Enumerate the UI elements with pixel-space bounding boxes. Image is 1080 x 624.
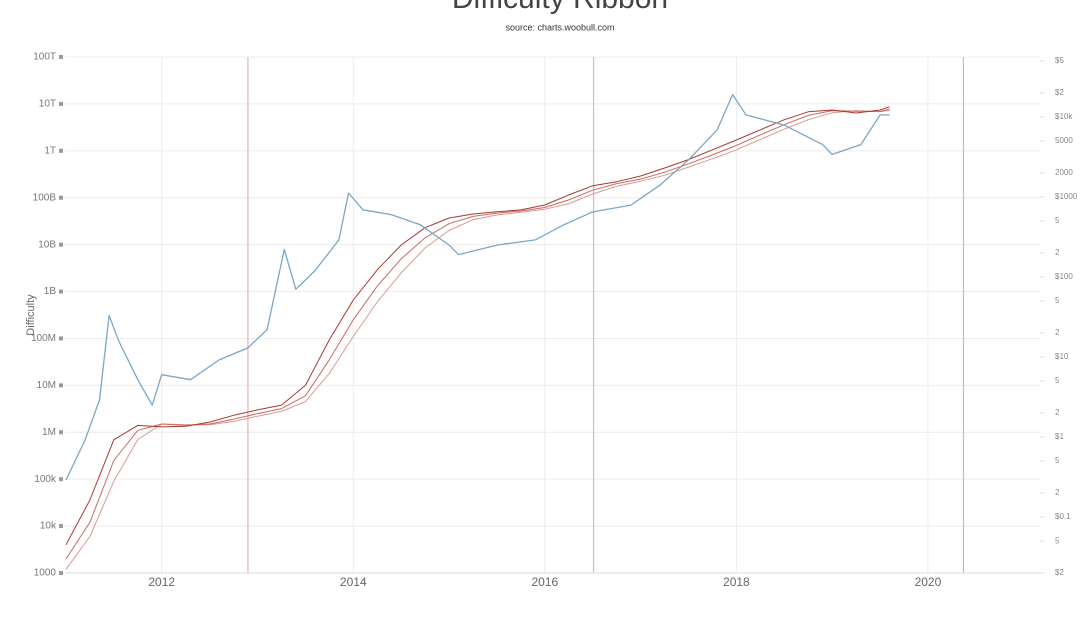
y-tick-label: 1M [42, 427, 56, 438]
x-tick-label: 2020 [915, 575, 942, 589]
y-tick-mark [59, 242, 63, 247]
ribbon-line [65, 109, 890, 570]
y-tick-label: 10T [39, 99, 56, 110]
y2-tick-label: $1000 [1055, 192, 1078, 201]
y2-tick-label: 2 [1055, 328, 1060, 337]
ribbon-line [65, 106, 890, 546]
y-tick-label: 100T [33, 52, 56, 63]
y-tick-mark [59, 524, 63, 529]
y-tick-mark [59, 430, 63, 435]
y2-tick-label: 2 [1055, 408, 1060, 417]
y-tick-label: 1T [44, 145, 56, 156]
y2-tick-label: 5 [1055, 216, 1060, 225]
y2-tick-label: 5 [1055, 536, 1060, 545]
x-tick-label: 2012 [148, 575, 175, 589]
y2-tick-label: $2 [1055, 88, 1064, 97]
y2-tick-label: 5000 [1055, 136, 1073, 145]
y2-tick-label: $0.1 [1055, 512, 1071, 521]
y-tick-mark [59, 101, 63, 106]
y-tick-label: 10B [38, 239, 56, 250]
y2-tick-label: 2 [1055, 488, 1060, 497]
chart-subtitle: source: charts.woobull.com [505, 22, 614, 32]
y-tick-mark [59, 477, 63, 482]
y-tick-mark [59, 383, 63, 388]
y-tick-mark [59, 148, 63, 153]
y-tick-label: 1000 [34, 568, 57, 579]
y2-tick-label: 2 [1055, 248, 1060, 257]
y-tick-mark [59, 571, 63, 575]
y2-tick-label: $2 [1055, 568, 1064, 577]
y-tick-mark [59, 55, 63, 59]
y2-tick-label: $10k [1055, 112, 1073, 121]
y2-tick-label: $100 [1055, 272, 1073, 281]
x-tick-label: 2016 [531, 575, 558, 589]
y-axis-label: Difficulty [25, 294, 37, 336]
chart-title: Difficulty Ribbon [452, 0, 668, 15]
ribbon-line [65, 108, 890, 560]
y2-tick-label: $10 [1055, 352, 1069, 361]
x-tick-label: 2014 [340, 575, 367, 589]
y2-tick-label: $5 [1055, 56, 1064, 65]
y-tick-mark [59, 336, 63, 341]
y-tick-mark [59, 289, 63, 294]
y2-tick-label: 5 [1055, 376, 1060, 385]
x-tick-label: 2018 [723, 575, 750, 589]
y2-tick-label: $1 [1055, 432, 1064, 441]
y-tick-label: 100M [31, 333, 56, 344]
y-tick-label: 1B [44, 286, 57, 297]
y-tick-label: 10k [40, 521, 57, 532]
y-tick-mark [59, 195, 63, 200]
y2-tick-label: 5 [1055, 456, 1060, 465]
y2-tick-label: 2000 [1055, 168, 1073, 177]
price-line [65, 93, 890, 481]
y-tick-label: 100B [33, 192, 57, 203]
y-tick-label: 10M [37, 380, 56, 391]
y-tick-label: 100k [34, 474, 57, 485]
y2-tick-label: 5 [1055, 296, 1060, 305]
